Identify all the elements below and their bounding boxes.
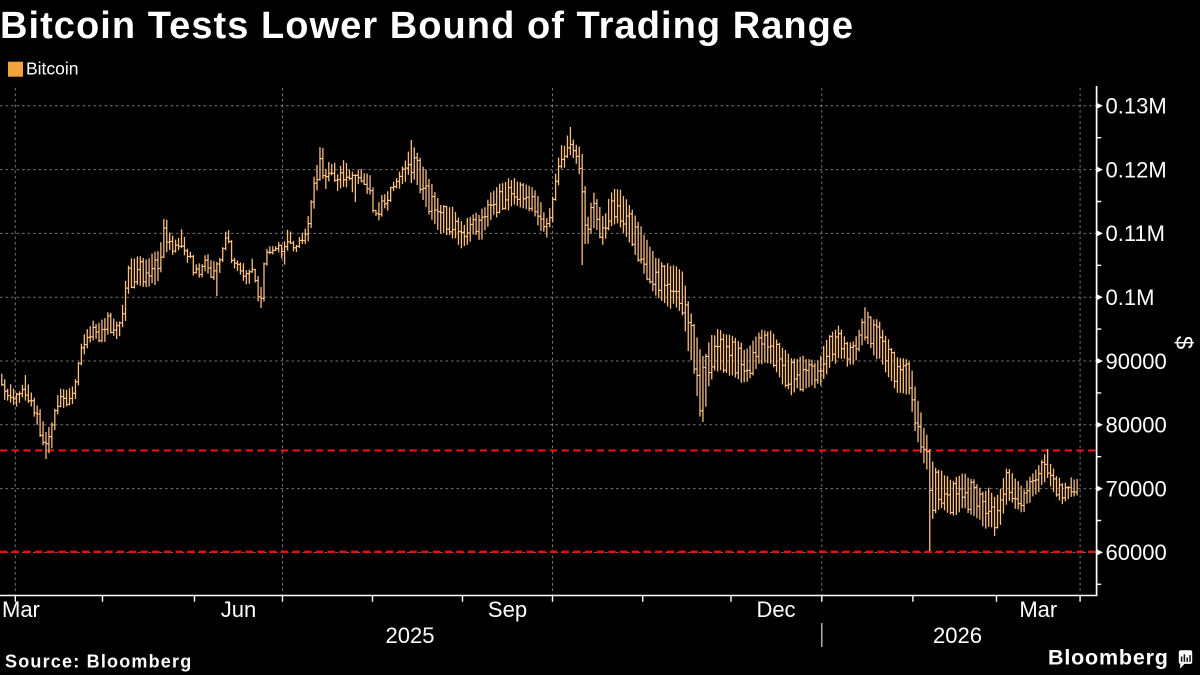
svg-text:Bloomberg: Bloomberg <box>1048 646 1169 670</box>
svg-text:0.12M: 0.12M <box>1106 157 1167 182</box>
svg-text:90000: 90000 <box>1106 349 1167 374</box>
svg-text:0.1M: 0.1M <box>1106 285 1155 310</box>
svg-text:Bitcoin Tests Lower Bound of T: Bitcoin Tests Lower Bound of Trading Ran… <box>0 5 854 47</box>
svg-text:70000: 70000 <box>1106 476 1167 501</box>
svg-text:Bitcoin: Bitcoin <box>26 59 79 79</box>
svg-text:Dec: Dec <box>756 597 795 622</box>
svg-text:$: $ <box>1170 336 1197 349</box>
svg-text:80000: 80000 <box>1106 413 1167 438</box>
svg-text:2026: 2026 <box>933 623 982 648</box>
svg-text:60000: 60000 <box>1106 540 1167 565</box>
svg-text:0.11M: 0.11M <box>1106 221 1166 246</box>
svg-text:Source: Bloomberg: Source: Bloomberg <box>5 652 192 672</box>
svg-text:Mar: Mar <box>2 597 40 622</box>
svg-text:Mar: Mar <box>1019 597 1057 622</box>
svg-text:2025: 2025 <box>386 623 435 648</box>
svg-text:0.13M: 0.13M <box>1106 94 1167 119</box>
svg-text:Jun: Jun <box>221 597 256 622</box>
svg-text:Sep: Sep <box>488 597 527 622</box>
